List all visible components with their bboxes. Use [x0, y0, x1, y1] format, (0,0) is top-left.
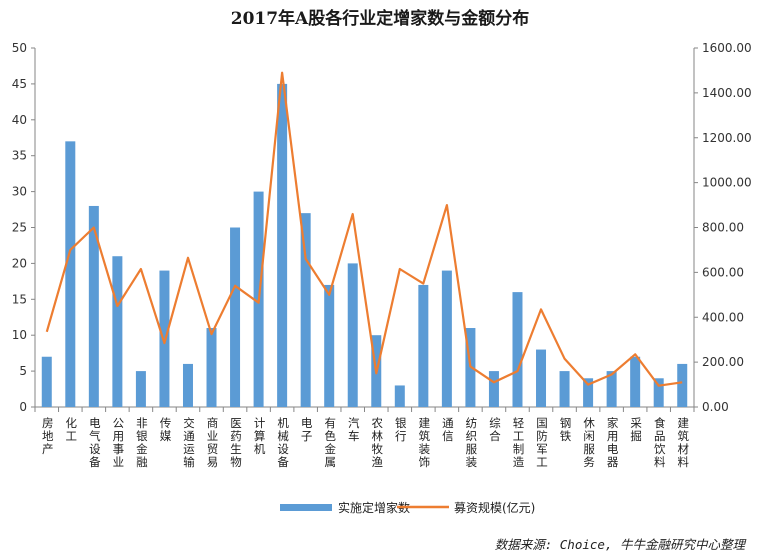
category-label: 家用电器	[607, 416, 619, 469]
category-label: 电子	[301, 416, 313, 443]
category-label: 银行	[395, 416, 407, 443]
category-label: 汽车	[348, 416, 360, 443]
bar-医药生物	[230, 227, 241, 407]
category-label: 食品饮料	[654, 416, 666, 469]
category-label: 非银金融	[136, 416, 148, 469]
category-label: 国防军工	[536, 416, 548, 469]
bar-建筑装饰	[418, 284, 429, 407]
bar-国防军工	[536, 349, 547, 407]
bar-电气设备	[88, 205, 99, 407]
bar-房地产	[41, 356, 52, 407]
y-right-tick-label: 600.00	[702, 265, 744, 279]
y-left-tick-label: 50	[12, 41, 27, 55]
legend-line-label: 募资规模(亿元)	[454, 500, 535, 515]
y-right-tick-label: 0.00	[702, 400, 729, 414]
y-left-tick-label: 40	[12, 113, 27, 127]
bar-通信	[441, 270, 452, 407]
bar-交通运输	[182, 363, 193, 407]
category-label: 商业贸易	[207, 416, 219, 469]
category-label: 电气设备	[89, 416, 101, 469]
category-label: 钢铁	[560, 416, 572, 443]
y-right-tick-label: 400.00	[702, 310, 744, 324]
y-right-tick-label: 1600.00	[702, 41, 752, 55]
y-right-tick-label: 800.00	[702, 221, 744, 235]
chart-title: 2017年A股各行业定增家数与金额分布	[231, 8, 530, 29]
y-right-tick-label: 1200.00	[702, 131, 752, 145]
bar-化工	[65, 141, 76, 407]
y-left-tick-label: 15	[12, 292, 27, 306]
fundraising-line	[45, 71, 683, 387]
bar-汽车	[347, 263, 358, 407]
bar-电子	[300, 213, 311, 407]
y-left-tick-label: 25	[12, 221, 27, 235]
category-label: 建筑装饰	[419, 416, 431, 469]
y-left-tick-label: 45	[12, 77, 27, 91]
y-left-tick-label: 30	[12, 185, 27, 199]
y-right-tick-label: 1000.00	[702, 176, 752, 190]
category-label: 休闲服务	[583, 416, 595, 469]
bar-银行	[394, 385, 405, 407]
legend-bar-swatch	[280, 504, 332, 511]
category-label: 轻工制造	[513, 416, 525, 469]
category-label: 化工	[66, 416, 78, 443]
bar-公用事业	[112, 256, 123, 407]
category-label: 交通运输	[183, 416, 195, 469]
category-label: 计算机	[254, 416, 266, 456]
category-label: 医药生物	[230, 416, 242, 469]
y-right-tick-label: 1400.00	[702, 86, 752, 100]
bar-有色金属	[324, 284, 335, 407]
y-left-tick-label: 20	[12, 256, 27, 270]
bar-家用电器	[606, 371, 617, 407]
bar-机械设备	[277, 83, 288, 408]
bar-食品饮料	[653, 378, 664, 407]
category-label: 农林牧渔	[372, 416, 384, 469]
y-left-tick-label: 10	[12, 328, 27, 342]
bar-非银金融	[135, 371, 146, 407]
legend: 实施定增家数 募资规模(亿元)	[280, 500, 535, 515]
category-label: 综合	[489, 416, 501, 443]
source-note: 数据来源: Choice, 牛牛金融研究中心整理	[495, 537, 747, 552]
category-label: 纺织服装	[466, 416, 478, 469]
plot-area: 0 5 10 15 20 25 30 35 40 45 50 0.00 200.00 400.00 600.…	[12, 41, 752, 469]
category-label: 传媒	[160, 416, 172, 443]
bar-综合	[488, 371, 499, 407]
bar-商业贸易	[206, 328, 217, 407]
bar-钢铁	[559, 371, 570, 407]
y-left-tick-label: 35	[12, 149, 27, 163]
bar-轻工制造	[512, 292, 523, 407]
category-label: 房地产	[42, 416, 54, 456]
y-right-tick-label: 200.00	[702, 355, 744, 369]
y-left-tick-label: 0	[19, 400, 27, 414]
bar-建筑材料	[677, 363, 688, 407]
category-label: 机械设备	[277, 416, 289, 469]
category-label: 通信	[442, 416, 454, 443]
legend-bar-label: 实施定增家数	[338, 500, 410, 515]
category-label: 采掘	[630, 416, 642, 443]
category-label: 建筑材料	[677, 416, 689, 469]
bar-采掘	[630, 356, 641, 407]
y-left-tick-label: 5	[19, 364, 27, 378]
category-label: 有色金属	[324, 416, 336, 469]
category-label: 公用事业	[113, 416, 125, 469]
bar-传媒	[159, 270, 170, 407]
bar-休闲服务	[583, 378, 594, 407]
